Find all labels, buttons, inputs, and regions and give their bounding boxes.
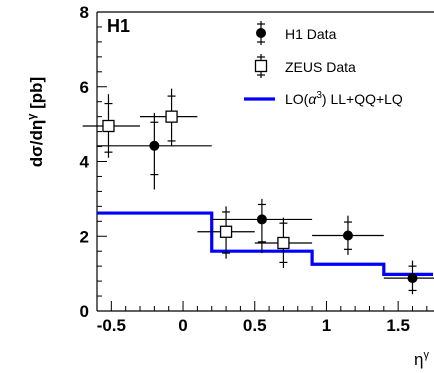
legend-zeus-label: ZEUS Data [285,59,356,75]
lo-prediction-histogram [97,211,433,276]
zeus-data-point [277,236,290,250]
x-tick-label: 0.5 [243,316,267,335]
zeus-data-point [219,225,233,238]
panel-label: H1 [107,16,130,36]
legend: H1 Data ZEUS Data LO(α3) LL+QQ+LQ [244,21,403,107]
y-tick-label: 0 [80,302,89,321]
y-tick-label: 2 [80,227,89,246]
y-tick-label: 4 [80,153,90,172]
x-axis-title: ηγ [414,349,429,369]
axis-ticks: 0 2 4 6 8 -0.5 0 0.5 1 1.5 [80,3,428,335]
y-tick-label: 6 [80,78,89,97]
lo-step-line [97,211,433,276]
zeus-data-point [165,110,178,123]
x-tick-label: 0 [178,316,187,335]
zeus-data-point [102,119,115,133]
legend-h1-label: H1 Data [285,26,337,42]
x-tick-label: 1.5 [386,316,410,335]
h1-data-series [97,112,434,295]
y-axis-title: dσ/dηγ [pb] [26,77,46,167]
legend-h1-marker [256,28,266,38]
legend-zeus-marker [254,59,268,73]
h1-data-point [256,214,267,225]
y-tick-label: 8 [80,3,89,22]
legend-lo-label: LO(α3) LL+QQ+LQ [285,90,403,107]
h1-data-point [342,230,353,241]
zeus-data-series [82,88,313,269]
x-tick-label: 1 [322,316,331,335]
x-tick-label: -0.5 [97,316,126,335]
h1-data-point [149,140,160,151]
h1-data-point [407,273,418,284]
